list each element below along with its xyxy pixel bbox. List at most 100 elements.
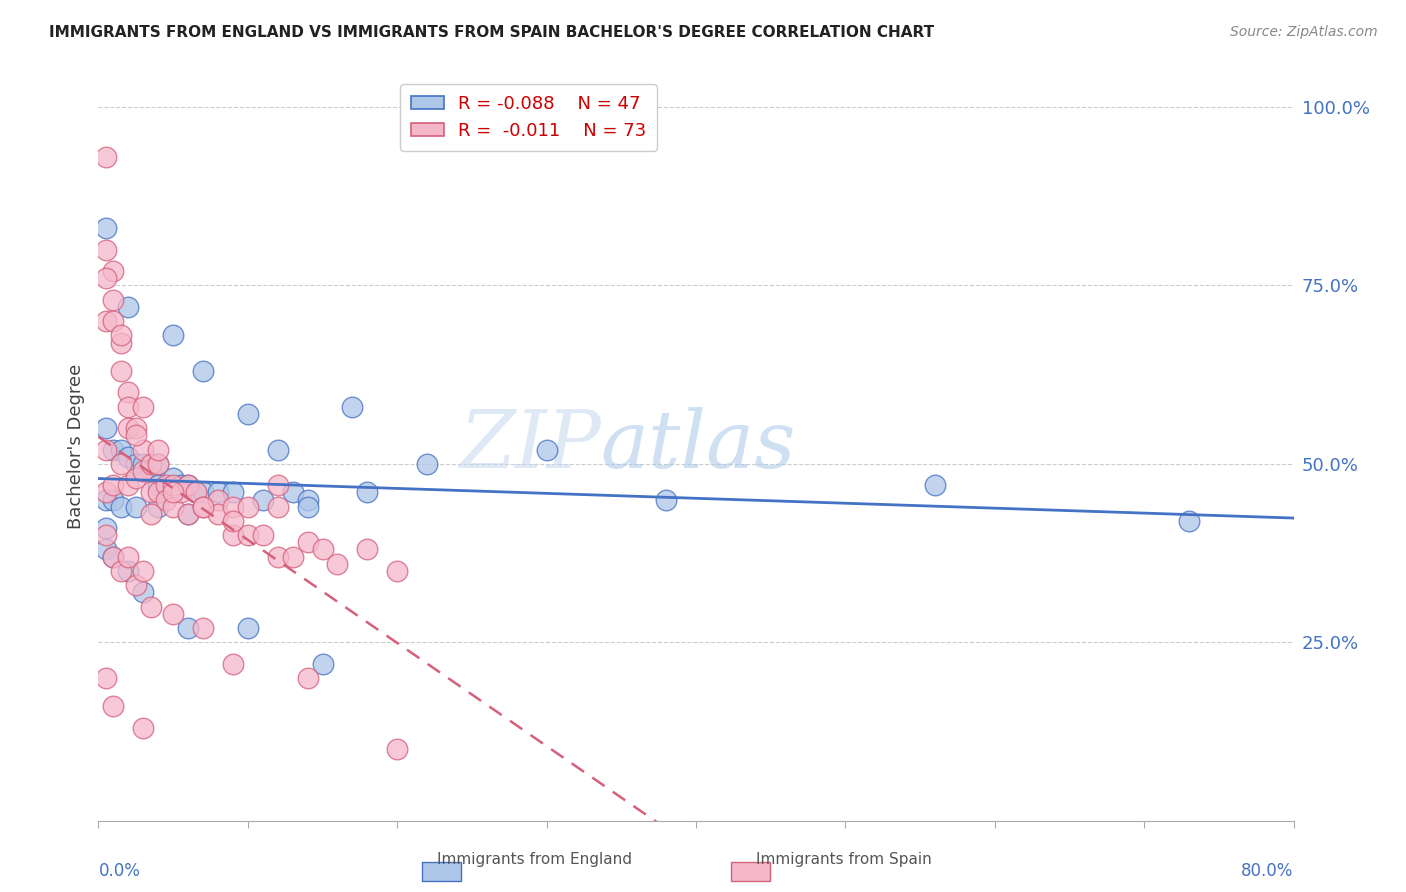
Point — [148, 478, 170, 492]
Text: 80.0%: 80.0% — [1241, 862, 1294, 880]
Point — [267, 478, 290, 492]
Point — [139, 485, 162, 500]
Point — [117, 400, 139, 414]
Point — [267, 549, 290, 564]
Point — [222, 500, 245, 514]
Point — [94, 221, 117, 235]
Point — [94, 314, 117, 328]
Point — [236, 500, 259, 514]
Text: 0.0%: 0.0% — [98, 862, 141, 880]
Point — [117, 300, 139, 314]
Point — [162, 471, 184, 485]
Point — [311, 542, 333, 557]
Point — [252, 492, 274, 507]
Point — [162, 500, 184, 514]
Point — [155, 478, 177, 492]
Point — [117, 450, 139, 464]
Point — [924, 478, 946, 492]
Point — [117, 564, 139, 578]
Point — [132, 457, 155, 471]
Point — [162, 607, 184, 621]
Point — [132, 564, 155, 578]
Point — [110, 335, 132, 350]
Point — [110, 457, 132, 471]
Point — [94, 671, 117, 685]
Point — [103, 478, 125, 492]
Point — [103, 314, 125, 328]
Point — [191, 364, 214, 378]
Point — [94, 421, 117, 435]
Point — [148, 442, 170, 457]
Point — [117, 478, 139, 492]
Point — [297, 535, 319, 549]
Point — [191, 485, 214, 500]
Point — [177, 478, 200, 492]
Point — [139, 464, 162, 478]
Point — [103, 549, 125, 564]
Point — [191, 500, 214, 514]
Point — [125, 578, 148, 592]
Point — [94, 485, 117, 500]
Point — [94, 271, 117, 285]
Point — [103, 549, 125, 564]
Point — [148, 457, 170, 471]
Legend: R = -0.088    N = 47, R =  -0.011    N = 73: R = -0.088 N = 47, R = -0.011 N = 73 — [401, 84, 657, 151]
Point — [236, 407, 259, 421]
Point — [94, 528, 117, 542]
Point — [103, 264, 125, 278]
Point — [297, 500, 319, 514]
Point — [177, 621, 200, 635]
Point — [342, 400, 364, 414]
Text: IMMIGRANTS FROM ENGLAND VS IMMIGRANTS FROM SPAIN BACHELOR'S DEGREE CORRELATION C: IMMIGRANTS FROM ENGLAND VS IMMIGRANTS FR… — [49, 25, 935, 40]
Point — [117, 549, 139, 564]
Point — [103, 699, 125, 714]
Point — [148, 457, 170, 471]
Point — [132, 442, 155, 457]
Point — [207, 485, 229, 500]
Point — [184, 485, 207, 500]
Point — [132, 464, 155, 478]
Text: Source: ZipAtlas.com: Source: ZipAtlas.com — [1230, 25, 1378, 39]
Point — [148, 485, 170, 500]
Text: atlas: atlas — [600, 408, 796, 484]
Point — [297, 492, 319, 507]
Point — [94, 150, 117, 164]
Point — [162, 485, 184, 500]
Point — [252, 528, 274, 542]
Point — [416, 457, 439, 471]
Point — [125, 500, 148, 514]
Point — [655, 492, 678, 507]
Point — [281, 549, 304, 564]
Text: Immigrants from Spain: Immigrants from Spain — [756, 852, 932, 867]
Point — [177, 478, 200, 492]
Point — [169, 485, 191, 500]
Point — [536, 442, 558, 457]
Point — [155, 492, 177, 507]
Point — [94, 442, 117, 457]
Point — [162, 328, 184, 343]
Point — [191, 500, 214, 514]
Point — [125, 428, 148, 442]
Point — [110, 328, 132, 343]
Point — [207, 492, 229, 507]
Point — [110, 500, 132, 514]
Point — [184, 485, 207, 500]
Text: Immigrants from England: Immigrants from England — [437, 852, 631, 867]
Point — [125, 421, 148, 435]
Point — [110, 364, 132, 378]
Point — [94, 521, 117, 535]
Point — [117, 385, 139, 400]
Point — [236, 528, 259, 542]
Point — [177, 507, 200, 521]
Point — [297, 671, 319, 685]
Point — [267, 500, 290, 514]
Point — [326, 557, 349, 571]
Point — [94, 243, 117, 257]
Point — [222, 528, 245, 542]
Point — [385, 742, 409, 756]
Point — [117, 421, 139, 435]
Y-axis label: Bachelor's Degree: Bachelor's Degree — [66, 363, 84, 529]
Point — [94, 492, 117, 507]
Point — [356, 542, 378, 557]
Point — [94, 542, 117, 557]
